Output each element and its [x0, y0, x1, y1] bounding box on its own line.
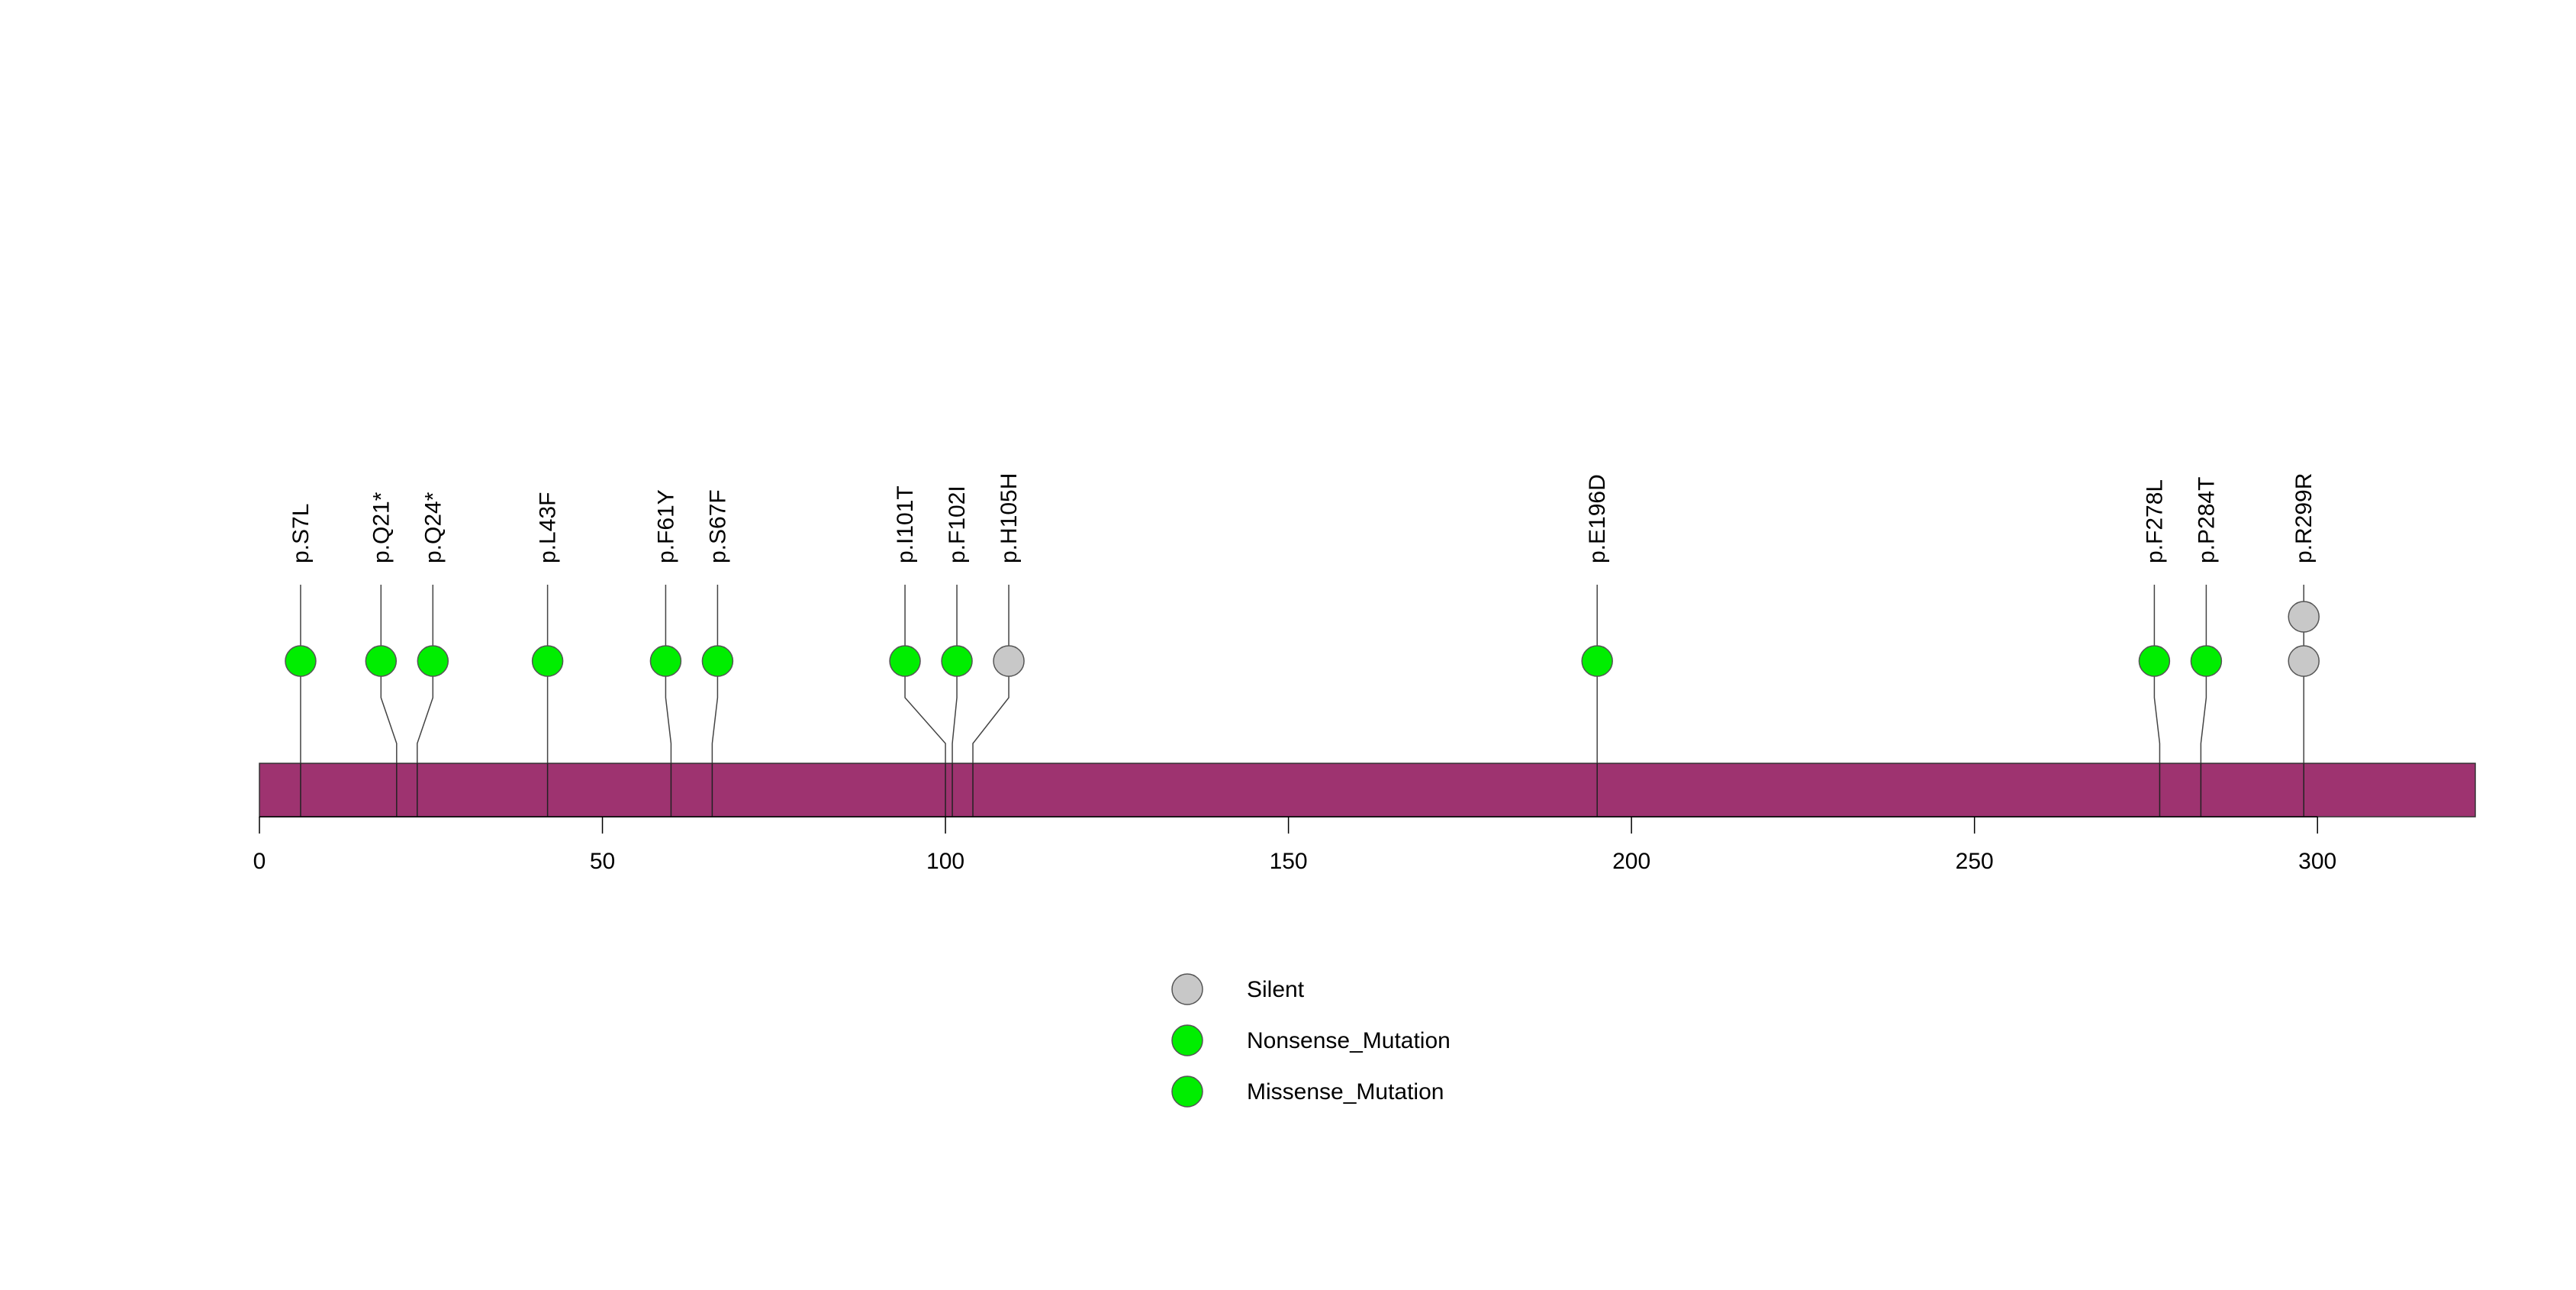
mutation-label: p.S67F: [705, 489, 730, 563]
mutation-point[interactable]: [941, 645, 973, 677]
mutation-point[interactable]: [993, 645, 1025, 677]
x-tick-label: 0: [253, 849, 266, 874]
mutation-point[interactable]: [531, 645, 564, 677]
mutation-label: p.F102I: [945, 485, 970, 563]
x-tick-label: 300: [2298, 849, 2336, 874]
mutation-point[interactable]: [285, 645, 317, 677]
mutation-label: p.H105H: [997, 473, 1022, 563]
mutation-point[interactable]: [649, 645, 682, 677]
protein-domain-bar: [259, 763, 2476, 818]
mutation-point[interactable]: [2288, 645, 2320, 677]
legend-label: Nonsense_Mutation: [1247, 1028, 1451, 1053]
mutation-label: p.I101T: [893, 485, 918, 563]
x-tick-label: 250: [1956, 849, 1994, 874]
mutation-label: p.F61Y: [653, 489, 678, 563]
mutation-label: p.L43F: [536, 492, 561, 563]
mutation-point[interactable]: [2138, 645, 2171, 677]
lollipop-heads: [285, 601, 2320, 677]
mutation-label: p.Q24*: [420, 492, 446, 563]
mutation-point[interactable]: [701, 645, 734, 677]
mutation-label: p.S7L: [288, 504, 314, 563]
mutation-point[interactable]: [889, 645, 921, 677]
mutation-point[interactable]: [2190, 645, 2223, 677]
x-tick-label: 100: [926, 849, 964, 874]
x-axis: 0 50 100 150 200 250 300: [253, 816, 2336, 874]
mutation-label: p.R299R: [2291, 473, 2317, 563]
mutation-label: p.Q21*: [369, 492, 394, 563]
legend-swatch: [1171, 1024, 1203, 1056]
mutation-point[interactable]: [2288, 601, 2320, 633]
mutation-point[interactable]: [365, 645, 398, 677]
mutation-point[interactable]: [1581, 645, 1613, 677]
x-tick-label: 50: [590, 849, 615, 874]
x-tick-label: 200: [1612, 849, 1650, 874]
x-tick-label: 150: [1270, 849, 1308, 874]
legend-swatch: [1171, 973, 1203, 1005]
legend: Silent Nonsense_Mutation Missense_Mutation: [1171, 973, 1451, 1108]
legend-label: Missense_Mutation: [1247, 1079, 1444, 1105]
mutation-label: p.P284T: [2194, 477, 2219, 563]
mutation-label: p.E196D: [1585, 474, 1610, 563]
bar-position-marks: [300, 763, 2304, 817]
legend-label: Silent: [1247, 977, 1305, 1002]
legend-swatch: [1171, 1076, 1203, 1108]
mutation-point[interactable]: [417, 645, 449, 677]
mutation-label: p.F278L: [2142, 479, 2167, 563]
mutation-labels: p.S7L p.Q21* p.Q24* p.L43F p.F61Y p.S67F p.I10…: [288, 473, 2317, 563]
